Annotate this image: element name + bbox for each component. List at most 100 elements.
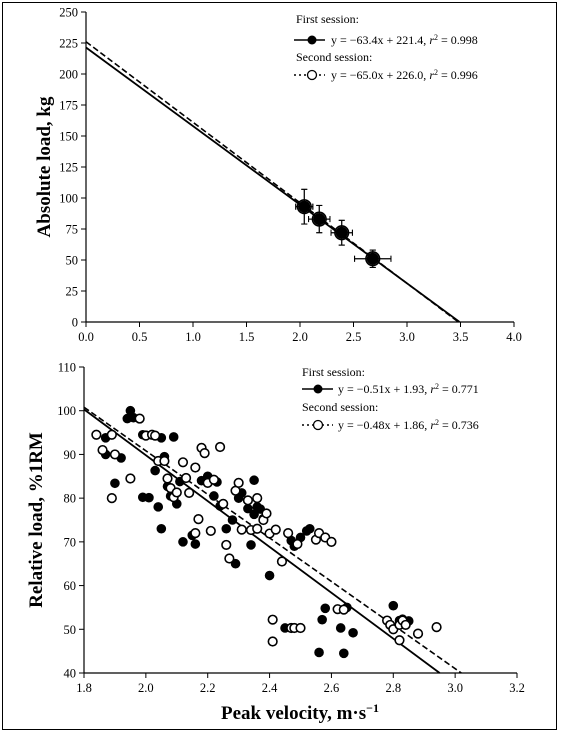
chart2-point-first-session xyxy=(304,523,315,534)
chart2-point-second-session xyxy=(125,473,136,484)
chart1-x-ticks: 0.0 0.5 1.0 1.5 2.0 2.5 3.0 3.5 4.0 xyxy=(78,322,522,344)
chart2-points xyxy=(91,405,442,659)
chart1-point-second-session xyxy=(311,211,327,227)
chart2-legend: First session: y = −0.51x + 1.93, r2 = 0… xyxy=(302,365,479,432)
chart2-point-second-session xyxy=(97,444,108,456)
chart2-point-second-session xyxy=(190,528,201,539)
chart2-point-second-session xyxy=(400,619,411,631)
chart2-point-first-session xyxy=(150,465,160,476)
chart2-point-second-session xyxy=(180,472,192,484)
chart1-x-tick-label: 3.0 xyxy=(399,330,415,344)
chart2-point-second-session xyxy=(159,455,170,467)
chart1-legend-title-first: First session: xyxy=(296,12,359,26)
chart1-y-ticks: 0 25 50 75 100 125 150 175 200 225 250 xyxy=(59,6,86,330)
chart1-x-tick-label: 0.5 xyxy=(132,330,148,344)
chart2-point-first-session xyxy=(388,600,399,611)
chart1-y-tick-label: 225 xyxy=(59,37,78,51)
chart2-point-first-session xyxy=(153,502,164,512)
chart2-point-first-session xyxy=(227,515,238,525)
chart2-point-second-session xyxy=(218,498,229,509)
chart2-point-first-session xyxy=(317,614,327,625)
chart2-point-second-session xyxy=(431,621,442,633)
chart2-y-tick-label: 60 xyxy=(64,579,77,593)
chart2-x-tick-label: 1.8 xyxy=(76,681,92,695)
chart1-x-tick-label: 2.5 xyxy=(346,330,362,344)
chart2-legend-equation-first: y = −0.51x + 1.93, r2 = 0.771 xyxy=(338,382,479,397)
chart2-point-first-session xyxy=(221,523,232,534)
chart2-legend-marker-open xyxy=(312,419,324,431)
chart1-y-tick-label: 125 xyxy=(59,161,78,175)
chart2-point-second-session xyxy=(184,487,195,498)
chart2-point-first-session xyxy=(335,623,346,633)
chart2-x-tick-label: 2.0 xyxy=(138,681,154,695)
chart1-point-second-session xyxy=(334,225,350,241)
chart1-y-tick-label: 250 xyxy=(59,6,78,20)
chart1-x-tick-label: 3.5 xyxy=(453,330,469,344)
chart2-x-tick-label: 3.2 xyxy=(509,681,525,695)
chart2-point-second-session xyxy=(224,553,235,564)
chart1-y-axis-title: Absolute load, kg xyxy=(34,96,55,237)
chart2-point-second-session xyxy=(171,487,182,498)
chart2-y-tick-label: 100 xyxy=(57,404,76,418)
chart1-legend: First session: y = −63.4x + 221.4, r2 = … xyxy=(294,12,478,82)
chart2-legend-title-second: Second session: xyxy=(302,400,378,414)
chart2-point-second-session xyxy=(205,525,216,537)
chart2-point-second-session xyxy=(106,493,117,504)
chart2-point-second-session xyxy=(214,441,226,453)
chart2-legend-marker-filled xyxy=(313,384,323,394)
chart2-y-tick-label: 70 xyxy=(64,535,77,549)
chart2-point-second-session xyxy=(221,539,232,551)
chart2-point-second-session xyxy=(193,514,204,525)
chart2-point-second-session xyxy=(276,556,288,567)
chart1-x-tick-label: 1.5 xyxy=(239,330,255,344)
chart2-point-first-session xyxy=(314,647,324,658)
chart2-legend-equation-second: y = −0.48x + 1.86, r2 = 0.736 xyxy=(338,418,479,433)
chart1-y-tick-label: 175 xyxy=(59,99,78,113)
chart2-point-second-session xyxy=(242,495,254,506)
chart1-points xyxy=(295,188,392,268)
chart2-point-second-session xyxy=(283,528,294,539)
chart2-point-second-session xyxy=(190,462,201,473)
chart2-point-second-session xyxy=(295,622,306,634)
chart1-point-second-session xyxy=(296,199,312,215)
chart2-x-tick-label: 2.4 xyxy=(262,681,278,695)
chart1-y-tick-label: 0 xyxy=(72,316,78,330)
chart2-point-second-session xyxy=(270,524,281,535)
chart2-point-second-session xyxy=(134,413,145,424)
chart1-y-tick-label: 100 xyxy=(59,192,78,206)
chart-absolute-load: 0.0 0.5 1.0 1.5 2.0 2.5 3.0 3.5 4.0 0 25 50 75 100 12… xyxy=(34,6,522,345)
chart1-legend-marker-filled xyxy=(307,35,317,45)
chart2-point-second-session xyxy=(109,449,121,460)
chart2-point-first-session xyxy=(156,523,167,534)
chart2-point-first-session xyxy=(320,603,331,614)
chart2-point-second-session xyxy=(267,636,278,647)
chart2-x-tick-label: 3.0 xyxy=(447,681,463,695)
chart2-point-first-session xyxy=(264,570,275,581)
chart2-point-second-session xyxy=(199,448,210,459)
chart2-point-second-session xyxy=(412,628,424,639)
chart2-point-first-session xyxy=(249,475,259,486)
chart2-point-second-session xyxy=(338,604,349,615)
chart2-point-first-session xyxy=(144,492,154,503)
chart2-y-tick-label: 80 xyxy=(64,492,77,506)
chart1-y-tick-label: 150 xyxy=(59,130,78,144)
chart1-x-tick-label: 4.0 xyxy=(506,330,522,344)
chart2-point-second-session xyxy=(326,536,337,547)
chart2-point-first-session xyxy=(110,478,120,489)
chart2-x-ticks: 1.8 2.0 2.2 2.4 2.6 2.8 3.0 3.2 xyxy=(76,673,525,695)
chart2-point-second-session xyxy=(267,614,278,625)
chart2-x-tick-label: 2.8 xyxy=(385,681,401,695)
chart-relative-load: 1.8 2.0 2.2 2.4 2.6 2.8 3.0 3.2 40 50 60 70 80 90 100… xyxy=(26,361,525,725)
chart2-point-second-session xyxy=(177,457,189,468)
chart2-point-first-session xyxy=(190,539,201,549)
chart1-y-tick-label: 200 xyxy=(59,68,78,82)
chart2-point-second-session xyxy=(106,429,117,440)
chart1-y-tick-label: 75 xyxy=(66,223,79,237)
chart1-x-tick-label: 2.0 xyxy=(292,330,308,344)
chart1-fit-line-dashed xyxy=(85,41,459,323)
chart2-point-second-session xyxy=(162,473,173,484)
chart2-point-second-session xyxy=(292,538,303,550)
chart2-y-tick-label: 50 xyxy=(64,623,77,637)
